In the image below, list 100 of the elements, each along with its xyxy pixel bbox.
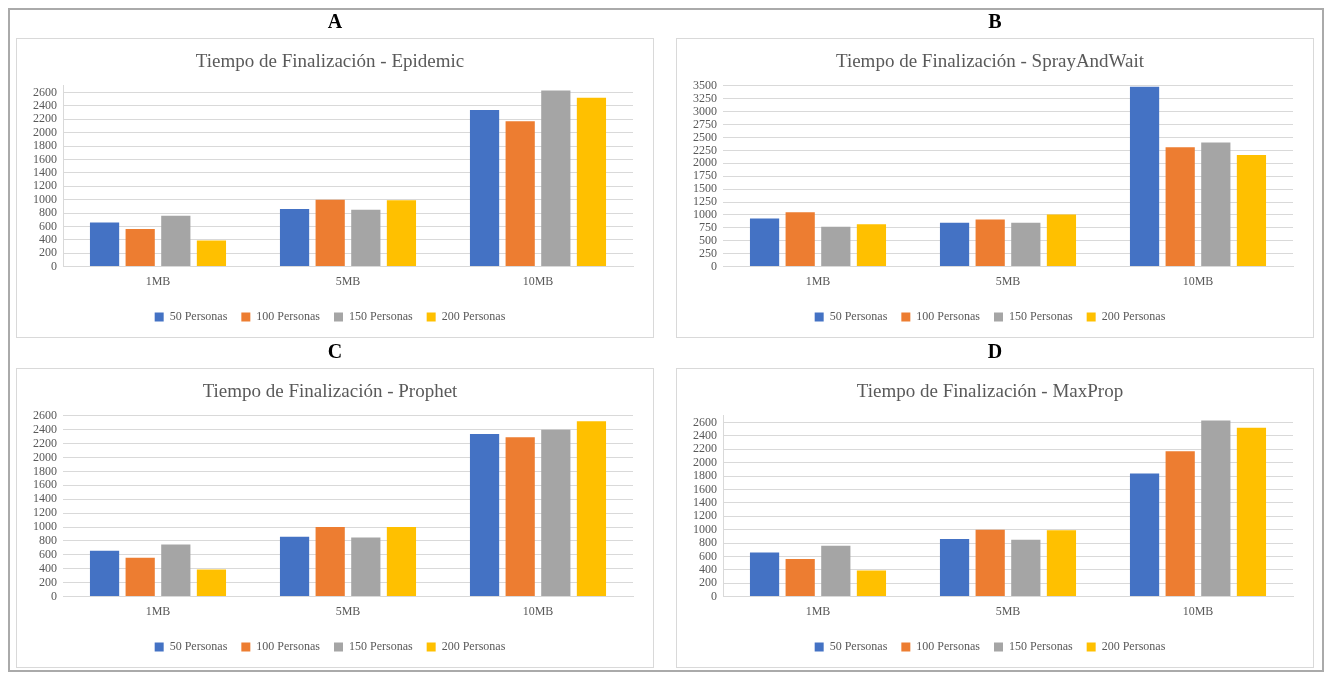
bar (315, 527, 345, 597)
legend-label: 100 Personas (916, 639, 981, 654)
y-tick-label: 1800 (33, 138, 57, 153)
y-tick-label: 2250 (693, 142, 717, 157)
x-tick-label: 5MB (995, 273, 1021, 288)
y-tick-label: 0 (711, 588, 717, 603)
bar (351, 209, 381, 267)
y-tick-label: 1400 (693, 495, 717, 510)
legend-label: 100 Personas (256, 639, 321, 654)
bar (1201, 420, 1231, 597)
x-tick-label: 5MB (995, 603, 1021, 618)
bar (1236, 155, 1267, 267)
bar (161, 215, 191, 267)
bar (821, 226, 851, 267)
y-tick-label: 200 (699, 575, 717, 590)
y-tick-label: 1400 (33, 491, 57, 506)
bar (386, 527, 417, 597)
bar (576, 421, 607, 597)
y-tick-label: 500 (699, 232, 717, 247)
bar (939, 539, 970, 597)
legend-label: 200 Personas (1101, 639, 1166, 654)
bar (541, 90, 571, 267)
x-tick-label: 5MB (335, 603, 361, 618)
x-tick-label: 10MB (522, 603, 554, 618)
y-tick-label: 1600 (693, 481, 717, 496)
y-tick-label: 2400 (693, 428, 717, 443)
bar (1129, 473, 1160, 597)
bar (1165, 451, 1195, 597)
legend-label: 150 Personas (349, 639, 413, 654)
y-tick-label: 600 (39, 547, 57, 562)
y-tick-label: 1200 (693, 508, 717, 523)
text: A (327, 10, 343, 32)
chart-title: Tiempo de Finalización - MaxProp (856, 380, 1124, 402)
y-tick-label: 800 (39, 533, 57, 548)
legend-label: 50 Personas (829, 639, 888, 654)
y-tick-label: 1250 (693, 194, 717, 209)
y-tick-label: 2750 (693, 116, 717, 131)
legend-label: 150 Personas (1009, 309, 1073, 324)
chart-title: Tiempo de Finalización - SprayAndWait (835, 50, 1145, 72)
x-tick-label: 10MB (522, 273, 554, 288)
text: D (987, 340, 1003, 362)
legend-label: 200 Personas (441, 639, 506, 654)
y-tick-label: 200 (39, 574, 57, 589)
y-tick-label: 2000 (693, 155, 717, 170)
bar (749, 218, 780, 267)
y-tick-label: 2600 (33, 84, 57, 99)
bar (785, 212, 815, 267)
bar (505, 121, 535, 267)
text: B (988, 10, 1002, 32)
y-tick-label: 250 (699, 245, 717, 260)
y-tick-label: 1800 (693, 468, 717, 483)
bar (856, 224, 887, 267)
bar (785, 559, 815, 597)
y-tick-label: 2000 (693, 454, 717, 469)
y-tick-label: 2400 (33, 98, 57, 113)
y-tick-label: 0 (51, 588, 57, 603)
bar (1201, 142, 1231, 267)
y-tick-label: 1600 (33, 151, 57, 166)
y-tick-label: 3250 (693, 90, 717, 105)
bar (1046, 214, 1077, 267)
text: C (327, 340, 343, 362)
y-tick-label: 2000 (33, 124, 57, 139)
x-tick-label: 1MB (145, 273, 171, 288)
chart-title: Tiempo de Finalización - Prophet (202, 380, 459, 402)
y-tick-label: 2200 (33, 435, 57, 450)
y-tick-label: 800 (39, 205, 57, 220)
bar (469, 109, 500, 267)
bar (1129, 86, 1160, 267)
legend-label: 100 Personas (256, 309, 321, 324)
y-tick-label: 1200 (33, 505, 57, 520)
bar (856, 570, 887, 597)
y-tick-label: 1000 (693, 521, 717, 536)
legend-label: 200 Personas (441, 309, 506, 324)
bar (505, 437, 535, 597)
bar (89, 222, 120, 267)
legend-label: 150 Personas (349, 309, 413, 324)
y-tick-label: 1000 (33, 191, 57, 206)
bar (125, 557, 155, 597)
bar (821, 545, 851, 597)
legend-label: 100 Personas (916, 309, 981, 324)
x-tick-label: 5MB (335, 273, 361, 288)
chart-title: Tiempo de Finalización - Epidemic (195, 50, 465, 72)
legend-label: 50 Personas (169, 639, 228, 654)
bar (975, 529, 1005, 597)
y-tick-label: 0 (711, 258, 717, 273)
x-tick-label: 1MB (805, 603, 831, 618)
bar (161, 544, 191, 597)
bar (351, 537, 381, 597)
y-tick-label: 600 (699, 548, 717, 563)
bar (541, 429, 571, 597)
y-tick-label: 1750 (693, 168, 717, 183)
bar (576, 97, 607, 267)
y-tick-label: 1400 (33, 165, 57, 180)
y-tick-label: 2200 (693, 441, 717, 456)
y-tick-label: 2600 (33, 407, 57, 422)
y-tick-label: 2000 (33, 449, 57, 464)
x-tick-label: 1MB (805, 273, 831, 288)
bar (469, 433, 500, 597)
y-tick-label: 1800 (33, 463, 57, 478)
x-tick-label: 10MB (1182, 273, 1214, 288)
